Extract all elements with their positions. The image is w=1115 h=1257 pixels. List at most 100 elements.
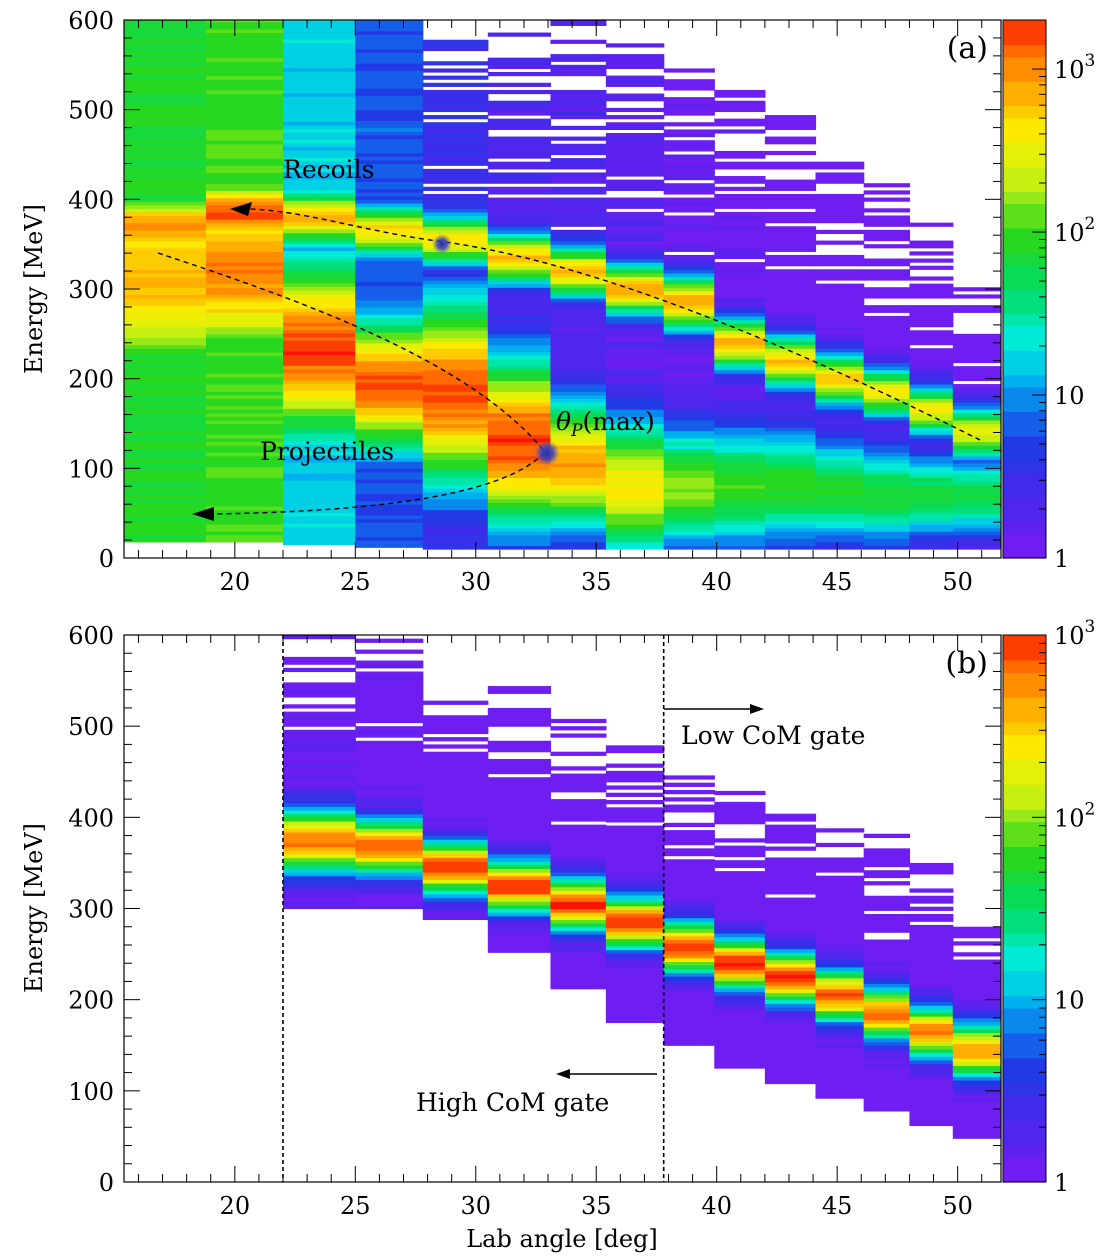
heatmap-cell	[422, 882, 489, 888]
heatmap-cell	[952, 398, 1001, 403]
heatmap-cell	[205, 219, 284, 224]
heatmap-cell	[815, 445, 865, 450]
heatmap-cell	[714, 89, 766, 95]
heatmap-cell	[714, 502, 766, 507]
heatmap-cell	[550, 919, 607, 924]
heatmap-cell	[815, 488, 865, 493]
heatmap-cell	[550, 520, 607, 525]
heatmap-cell	[283, 175, 356, 180]
heatmap-cell	[355, 696, 424, 702]
heatmap-cell	[815, 1079, 865, 1085]
heatmap-cell	[663, 290, 715, 295]
heatmap-cell	[422, 473, 489, 478]
heatmap-cell	[663, 254, 715, 260]
heatmap-cell	[764, 423, 817, 428]
heatmap-cell	[355, 707, 424, 713]
heatmap-cell	[422, 150, 489, 156]
heatmap-cell	[714, 445, 766, 450]
heatmap-cell	[815, 1090, 865, 1096]
heatmap-cell	[124, 20, 207, 23]
heatmap-cell	[124, 405, 207, 410]
heatmap-cell	[205, 262, 284, 267]
heatmap-cell	[487, 419, 552, 425]
heatmap-cell	[663, 1023, 715, 1028]
heatmap-cell	[863, 1016, 911, 1021]
heatmap-cell	[205, 222, 284, 227]
heatmap-cell	[283, 390, 356, 395]
heatmap-cell	[952, 401, 1001, 407]
heatmap-cell	[764, 448, 817, 453]
heatmap-cell	[422, 773, 489, 778]
heatmap-cell	[283, 519, 356, 524]
heatmap-cell	[764, 294, 817, 299]
heatmap-cell	[355, 864, 424, 869]
heatmap-cell	[283, 53, 356, 58]
heatmap-cell	[863, 258, 911, 263]
heatmap-cell	[205, 100, 284, 105]
heatmap-cell	[764, 923, 817, 928]
heatmap-cell	[764, 412, 817, 417]
heatmap-cell	[605, 854, 665, 859]
heatmap-cell	[909, 480, 954, 486]
heatmap-cell	[663, 68, 715, 73]
colorbar-swatch	[1003, 203, 1046, 217]
colorbar-swatch	[1003, 215, 1046, 229]
heatmap-cell	[487, 893, 552, 899]
heatmap-cell	[764, 115, 817, 120]
heatmap-cell	[355, 795, 424, 800]
heatmap-cell	[663, 997, 715, 1003]
heatmap-cell	[355, 497, 424, 502]
heatmap-cell	[550, 780, 607, 786]
heatmap-cell	[952, 287, 1001, 292]
heatmap-cell	[487, 944, 552, 950]
heatmap-cell	[863, 470, 911, 475]
heatmap-cell	[815, 272, 865, 278]
heatmap-cell	[205, 488, 284, 493]
heatmap-cell	[714, 954, 766, 960]
heatmap-cell	[863, 928, 911, 933]
heatmap-cell	[605, 1000, 665, 1005]
heatmap-cell	[663, 488, 715, 493]
heatmap-cell	[283, 788, 356, 793]
heatmap-cell	[205, 437, 284, 443]
heatmap-cell	[863, 491, 911, 496]
heatmap-cell	[815, 344, 865, 349]
heatmap-cell	[124, 39, 207, 44]
heatmap-cell	[815, 1065, 865, 1070]
heatmap-cell	[815, 842, 865, 848]
heatmap-cell	[422, 737, 489, 742]
heatmap-cell	[714, 1013, 766, 1018]
heatmap-cell	[283, 246, 356, 252]
heatmap-cell	[422, 452, 489, 457]
heatmap-cell	[124, 115, 207, 120]
heatmap-cell	[355, 95, 424, 100]
heatmap-cell	[487, 380, 552, 385]
heatmap-cell	[355, 758, 424, 764]
heatmap-cell	[124, 416, 207, 421]
x-tick-label: 45	[822, 568, 853, 596]
heatmap-cell	[952, 498, 1001, 504]
heatmap-cell	[663, 527, 715, 532]
heatmap-cell	[355, 263, 424, 269]
heatmap-cell	[205, 89, 284, 95]
heatmap-cell	[205, 147, 284, 152]
heatmap-cell	[764, 480, 817, 486]
colorbar-tick-label: 10	[1054, 382, 1085, 410]
heatmap-cell	[909, 1027, 954, 1032]
heatmap-cell	[550, 441, 607, 446]
heatmap-cell	[355, 479, 424, 484]
heatmap-b	[283, 635, 1001, 1139]
heatmap-cell	[550, 516, 607, 521]
heatmap-cell	[550, 265, 607, 270]
heatmap-cell	[422, 795, 489, 800]
heatmap-cell	[663, 1019, 715, 1024]
heatmap-cell	[764, 118, 817, 123]
heatmap-cell	[952, 985, 1001, 990]
heatmap-cell	[714, 498, 766, 504]
heatmap-cell	[605, 380, 665, 385]
heatmap-cell	[550, 384, 607, 389]
heatmap-cell	[714, 801, 766, 807]
heatmap-cell	[663, 262, 715, 267]
heatmap-cell	[663, 201, 715, 206]
heatmap-cell	[714, 201, 766, 206]
